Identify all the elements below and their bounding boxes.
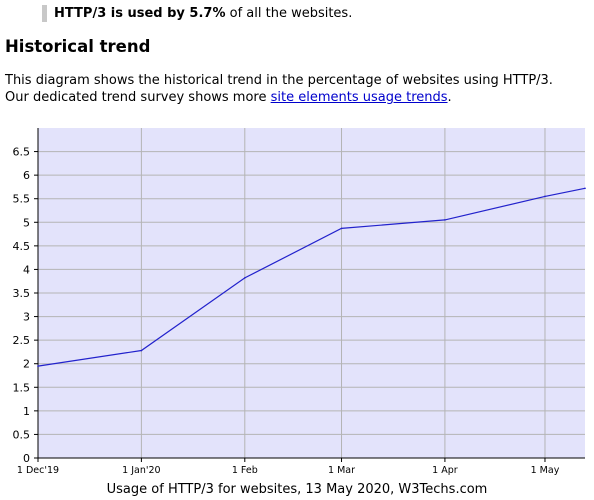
data-point — [544, 195, 546, 198]
summary-line: HTTP/3 is used by 5.7% of all the websit… — [42, 5, 352, 22]
x-tick-label: 1 Dec'19 — [17, 465, 59, 476]
summary-rest: of all the websites. — [225, 6, 353, 21]
y-tick-label: 0.5 — [13, 428, 31, 441]
x-tick-label: 1 Mar — [328, 465, 355, 476]
x-tick-label: 1 May — [531, 465, 560, 476]
y-tick-label: 6.5 — [13, 146, 31, 159]
y-tick-label: 0 — [23, 452, 30, 465]
data-point — [340, 227, 343, 230]
data-point — [140, 349, 143, 352]
data-point — [243, 277, 246, 279]
y-tick-label: 1.5 — [13, 381, 31, 394]
y-tick-label: 5.5 — [13, 193, 31, 206]
chart-caption: Usage of HTTP/3 for websites, 13 May 202… — [106, 482, 488, 497]
section-heading: Historical trend — [5, 37, 151, 56]
y-tick-label: 2.5 — [13, 334, 31, 347]
y-tick-label: 1 — [23, 405, 30, 418]
y-tick-label: 4 — [23, 263, 30, 276]
y-tick-label: 6 — [23, 169, 30, 182]
trend-chart: 0 0.5 1 1.5 2 2.5 3 3.5 4 4.5 5 5.5 6 6.5 1 Dec'19 1 Ja… — [13, 128, 586, 476]
x-tick-label: 1 Apr — [432, 465, 458, 476]
y-tick-label: 3.5 — [13, 287, 31, 300]
y-tick-label: 5 — [23, 216, 30, 229]
y-tick-label: 2 — [23, 358, 30, 371]
y-tick-label: 3 — [23, 311, 30, 324]
description-line2-prefix: Our dedicated trend survey shows more — [5, 90, 271, 105]
data-point — [444, 219, 446, 221]
description-line1: This diagram shows the historical trend … — [5, 73, 553, 88]
x-tick-label: 1 Feb — [232, 465, 258, 476]
data-point — [37, 365, 39, 367]
y-tick-label: 4.5 — [13, 240, 31, 253]
section-description: This diagram shows the historical trend … — [5, 72, 553, 106]
summary-bold: HTTP/3 is used by 5.7% — [54, 6, 226, 21]
trend-survey-link[interactable]: site elements usage trends — [270, 90, 448, 105]
data-point — [584, 187, 586, 190]
x-tick-label: 1 Jan'20 — [122, 465, 160, 476]
description-line2-suffix: . — [447, 90, 452, 105]
